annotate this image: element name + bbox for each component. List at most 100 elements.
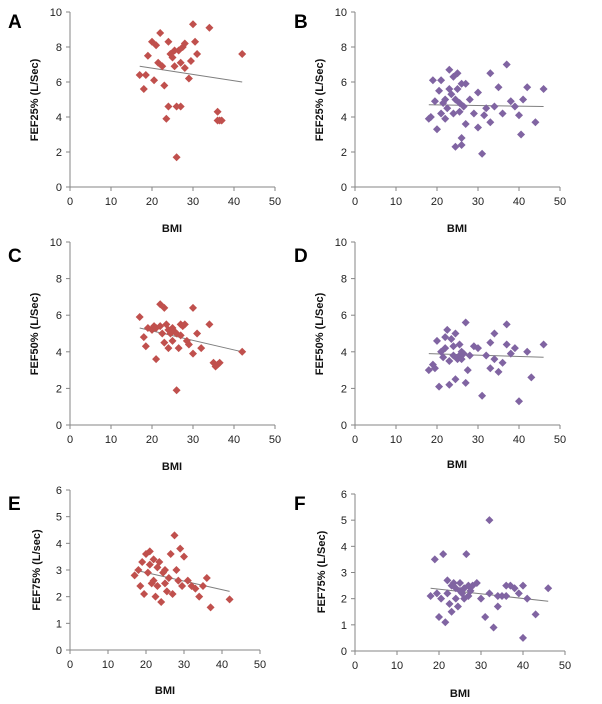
- x-tick-label: 50: [559, 660, 571, 672]
- data-point: [437, 76, 446, 85]
- data-point: [437, 109, 446, 118]
- data-point: [152, 41, 161, 50]
- data-point: [426, 592, 435, 601]
- data-point: [162, 114, 171, 123]
- x-tick-label: 10: [105, 434, 117, 446]
- x-tick-label: 20: [140, 659, 152, 671]
- data-point: [451, 329, 460, 338]
- data-point: [140, 590, 149, 598]
- data-point: [437, 594, 446, 603]
- data-point: [531, 118, 540, 127]
- data-point: [435, 612, 443, 621]
- data-point: [539, 340, 548, 349]
- panel-d: 0 2 4 6 8 10 0 10 20 30 40 50 BMI FEF50% (L/Sec) D: [294, 237, 566, 471]
- data-point: [176, 331, 185, 340]
- x-tick-label: 10: [391, 660, 403, 672]
- data-point: [494, 367, 503, 376]
- data-point: [202, 574, 211, 582]
- y-tick-label: 3: [341, 568, 347, 580]
- data-point: [428, 76, 437, 85]
- data-point: [441, 618, 450, 627]
- data-point: [472, 578, 481, 587]
- x-tick-label: 50: [554, 196, 566, 208]
- y-tick-label: 6: [56, 485, 62, 497]
- data-point: [225, 595, 234, 604]
- y-tick-label: 0: [56, 420, 62, 432]
- panel-letter: B: [294, 12, 308, 33]
- data-point: [193, 50, 202, 58]
- data-point: [180, 552, 188, 561]
- data-point: [510, 102, 519, 111]
- x-axis-label: BMI: [162, 461, 182, 473]
- y-axis-label: FEF25% (L/Sec): [314, 58, 326, 141]
- data-point: [430, 97, 439, 106]
- data-point: [456, 578, 464, 587]
- data-point: [430, 364, 439, 373]
- data-point: [517, 130, 526, 139]
- data-point: [238, 50, 247, 58]
- data-point: [498, 592, 506, 601]
- data-point: [451, 375, 460, 384]
- data-point: [531, 610, 540, 619]
- data-point: [461, 79, 470, 88]
- data-point: [447, 90, 456, 99]
- data-point: [189, 303, 197, 312]
- x-tick-label: 20: [431, 196, 443, 208]
- data-point: [539, 85, 548, 93]
- data-point: [441, 95, 450, 104]
- data-point: [447, 334, 456, 343]
- data-point: [519, 95, 528, 104]
- data-point: [453, 85, 462, 93]
- data-point: [515, 397, 523, 406]
- data-point: [486, 338, 495, 347]
- panel-letter: E: [8, 494, 21, 515]
- data-point: [443, 589, 452, 598]
- data-point: [490, 102, 499, 111]
- y-tick-label: 6: [341, 310, 347, 322]
- data-point: [441, 344, 450, 353]
- data-point: [523, 347, 532, 356]
- data-point: [461, 318, 470, 327]
- trendline: [139, 327, 243, 353]
- data-point: [490, 329, 499, 338]
- data-point: [174, 344, 183, 353]
- data-point: [514, 589, 523, 598]
- data-point: [435, 86, 444, 95]
- data-point: [162, 587, 171, 596]
- y-tick-label: 8: [341, 274, 347, 286]
- x-tick-label: 40: [513, 434, 525, 446]
- data-point: [486, 364, 495, 373]
- data-point: [486, 69, 495, 78]
- data-point: [478, 149, 487, 158]
- data-point: [161, 566, 169, 574]
- y-tick-label: 2: [341, 147, 347, 159]
- data-point: [506, 97, 515, 106]
- data-point: [191, 37, 200, 46]
- data-point: [217, 116, 226, 125]
- data-point: [469, 109, 478, 118]
- y-tick-label: 4: [341, 347, 347, 359]
- data-point: [189, 349, 197, 358]
- data-point: [485, 589, 494, 598]
- y-tick-label: 0: [341, 646, 347, 658]
- panel-a: 0 2 4 6 8 10 0 10 20 30 40 50 BMI FEF25% (L/Sec) A: [8, 7, 281, 235]
- data-point: [502, 320, 511, 329]
- data-point: [136, 582, 145, 590]
- x-tick-label: 10: [390, 434, 402, 446]
- x-tick-label: 0: [352, 434, 358, 446]
- data-point: [451, 594, 460, 603]
- x-tick-label: 40: [228, 434, 240, 446]
- data-point: [183, 576, 192, 585]
- data-point: [493, 592, 502, 601]
- y-tick-label: 1: [56, 618, 62, 630]
- data-point: [172, 566, 181, 574]
- data-point: [160, 81, 169, 90]
- data-point: [482, 104, 491, 113]
- y-tick-label: 4: [341, 112, 347, 124]
- data-point: [155, 558, 164, 566]
- data-point: [160, 338, 169, 347]
- x-tick-label: 30: [472, 196, 484, 208]
- panel-letter: F: [294, 494, 306, 515]
- y-tick-label: 6: [341, 489, 347, 501]
